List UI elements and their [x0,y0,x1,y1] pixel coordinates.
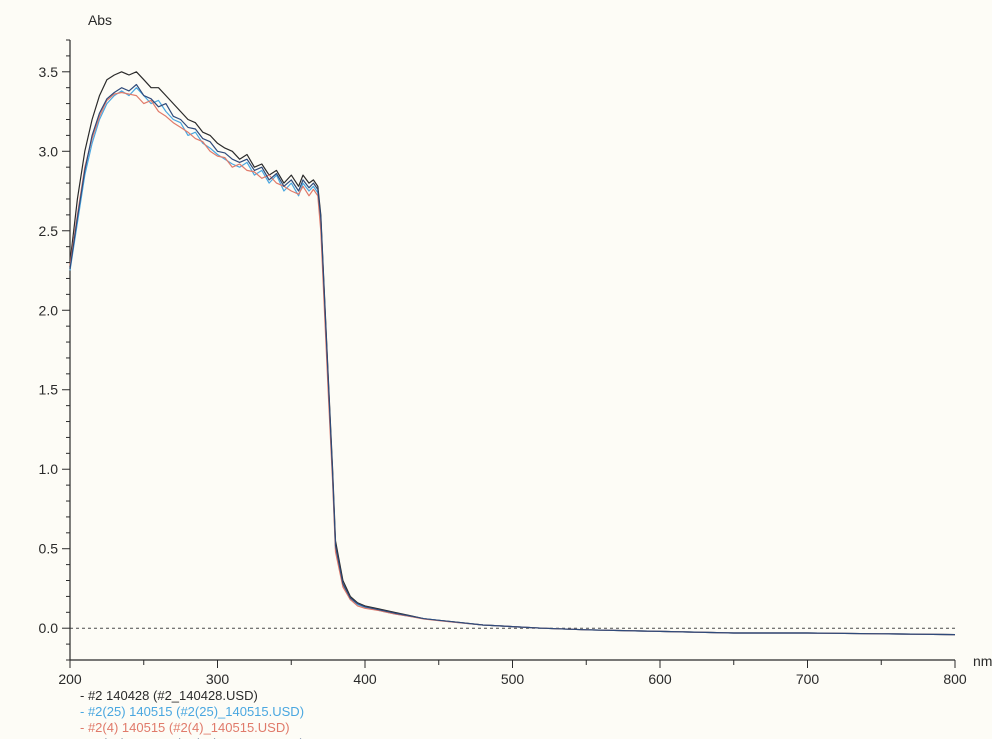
chart-svg: 200 300 400 500 600 700 800 0.0 0.5 1.0 1.5 2.0 2.5 3… [0,0,992,739]
y-tick-label: 2.0 [39,302,59,318]
y-tick-label: 2.5 [39,223,59,239]
x-tick-label: 200 [58,671,82,687]
x-tick-label: 600 [648,671,672,687]
y-tick-label: 1.5 [39,382,59,398]
y-tick-label: 3.5 [39,64,59,80]
y-tick-label: 0.5 [39,541,59,557]
spectrum-chart: 200 300 400 500 600 700 800 0.0 0.5 1.0 1.5 2.0 2.5 3… [0,0,992,739]
legend-item: - #2 140428 (#2_140428.USD) [80,688,258,703]
y-tick-label: 0.0 [39,620,59,636]
x-tick-label: 300 [206,671,230,687]
x-tick-label: 400 [353,671,377,687]
x-axis-label: nm [973,653,992,669]
y-axis-label: Abs [88,12,112,28]
x-tick-label: 500 [501,671,525,687]
y-tick-label: 3.0 [39,143,59,159]
x-tick-label: 700 [796,671,820,687]
legend-item: - #2(25) 140515 (#2(25)_140515.USD) [80,704,304,719]
plot-area [70,40,955,660]
legend-item: - #2(4) 140515 (#2(4)_140515.USD) [80,720,290,735]
x-tick-label: 800 [943,671,967,687]
y-tick-label: 1.0 [39,461,59,477]
